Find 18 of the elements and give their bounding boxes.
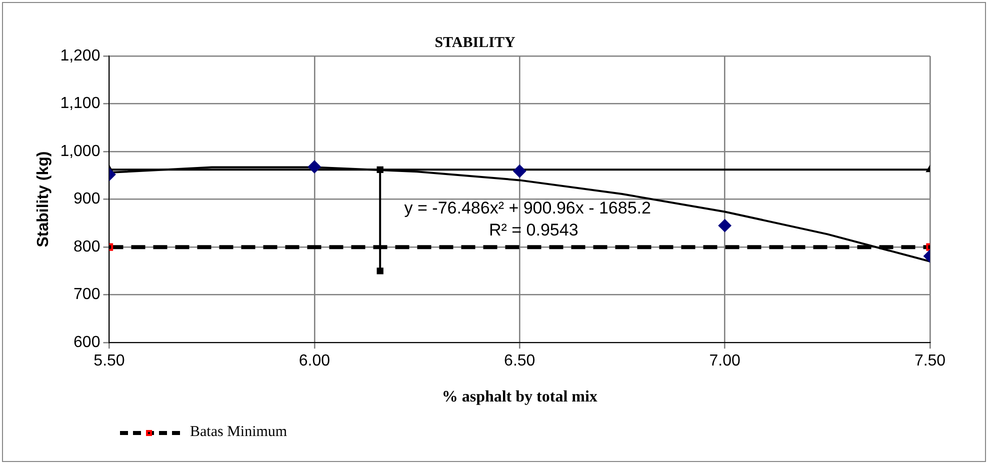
y-tick-label: 800 (74, 238, 100, 256)
y-tick-label: 1,100 (60, 95, 100, 112)
x-tick-label: 6.50 (504, 352, 536, 370)
y-axis-title: Stability (kg) (35, 151, 52, 248)
x-tick-label: 7.00 (709, 352, 740, 370)
annotation: R² = 0.9543 (488, 220, 578, 240)
y-tick-label: 700 (74, 286, 100, 304)
legend-label: Batas Minimum (190, 424, 288, 441)
y-tick-label: 900 (74, 190, 100, 208)
y-tick-label: 1,200 (60, 47, 100, 64)
x-axis-title: % asphalt by total mix (442, 388, 598, 406)
x-tick-label: 7.50 (914, 352, 946, 370)
y-tick-label: 1,000 (60, 142, 100, 160)
x-tick-label: 5.50 (94, 352, 125, 370)
x-tick-label: 6.00 (298, 352, 330, 370)
y-tick-label: 600 (74, 334, 100, 352)
annotation: y = -76.486x² + 900.96x - 1685.2 (404, 198, 651, 218)
chart-title: STABILITY (434, 34, 516, 51)
